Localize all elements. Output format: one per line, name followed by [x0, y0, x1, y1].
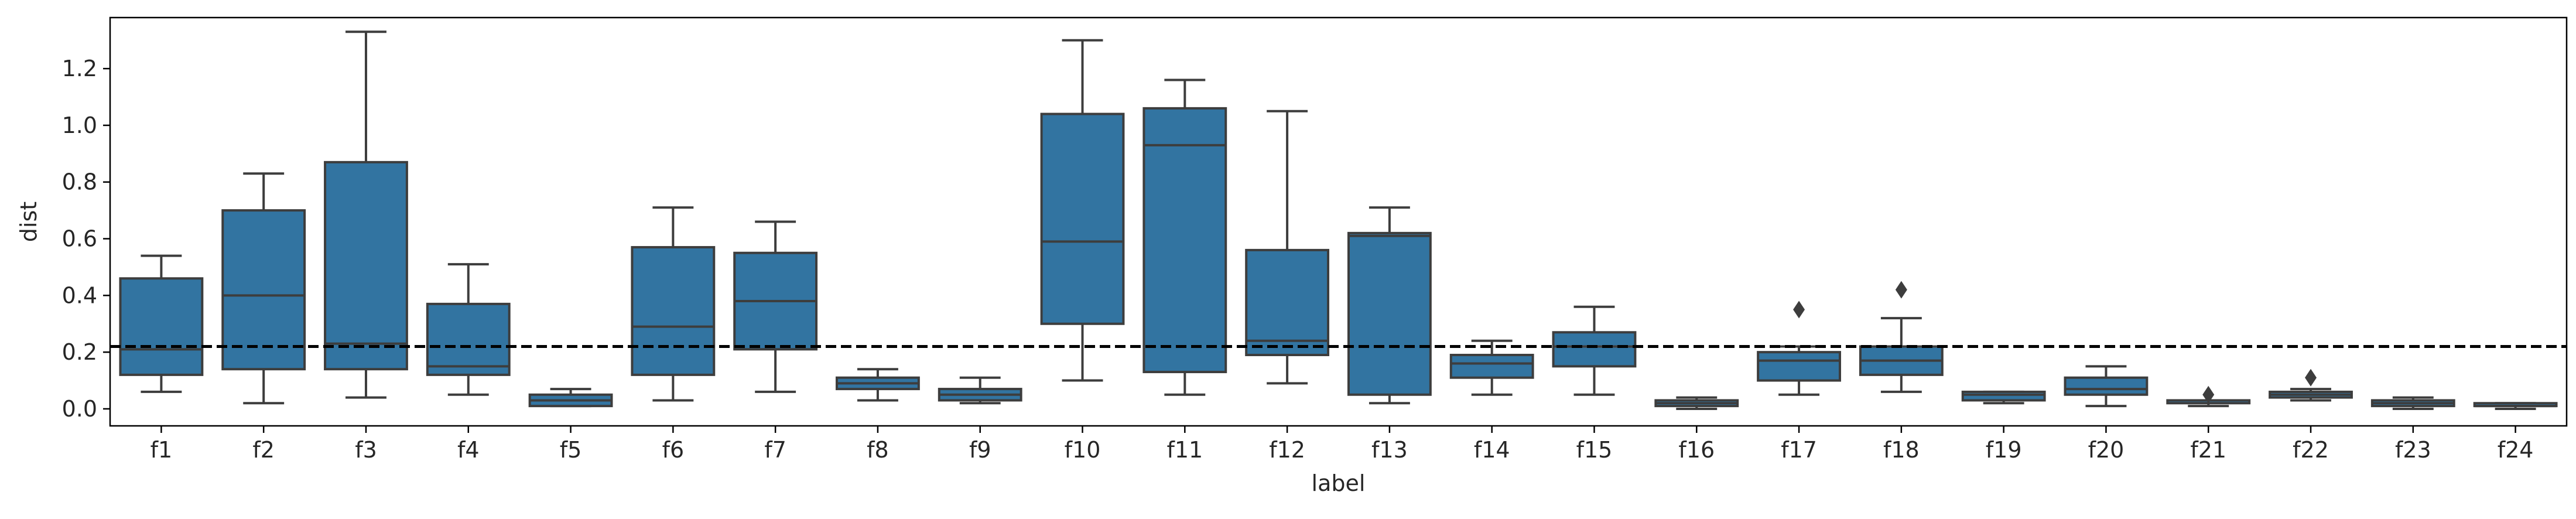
box-f8 — [836, 368, 920, 402]
x-tick-label: f23 — [2395, 437, 2431, 463]
y-tick-label: 0.6 — [62, 226, 97, 252]
y-tick-label: 1.2 — [62, 56, 97, 81]
box-f14 — [1449, 339, 1534, 396]
box-f11 — [1142, 78, 1227, 396]
box-body — [1040, 112, 1125, 325]
box-body — [631, 246, 716, 376]
box-body — [1347, 231, 1432, 396]
box-f21 — [2166, 385, 2251, 408]
x-tick-label: f21 — [2190, 437, 2226, 463]
x-tick-label: f10 — [1065, 437, 1101, 463]
box-f13 — [1347, 206, 1432, 405]
box-f6 — [631, 206, 716, 402]
x-tick-label: f5 — [560, 437, 582, 463]
x-tick-label: f9 — [969, 437, 991, 463]
y-tick-label: 0.2 — [62, 339, 97, 365]
outlier-marker — [1793, 301, 1805, 319]
x-tick-label: f1 — [150, 437, 173, 463]
x-axis-label: label — [1312, 470, 1366, 496]
box-f22 — [2269, 368, 2353, 402]
box-body — [221, 209, 306, 371]
x-tick-label: f22 — [2293, 437, 2329, 463]
y-tick-label: 0.4 — [62, 282, 97, 308]
x-tick-label: f11 — [1166, 437, 1203, 463]
x-tick-label: f2 — [252, 437, 275, 463]
box-body — [2064, 376, 2149, 396]
x-tick-label: f7 — [764, 437, 786, 463]
box-f24 — [2473, 402, 2558, 410]
x-tick-label: f24 — [2498, 437, 2534, 463]
y-tick-label: 0.8 — [62, 169, 97, 195]
box-f4 — [426, 263, 511, 396]
box-body — [1245, 248, 1330, 356]
axis-layer: 0.0 0.2 0.4 0.6 0.8 1.0 1.2 f1 f2 f3 f4 f5 f6 f7 f8 f9 f… — [62, 56, 2534, 463]
box-body — [324, 161, 408, 371]
outlier-marker — [2305, 368, 2317, 387]
outlier-marker — [1895, 281, 1907, 299]
box-f7 — [733, 220, 818, 393]
box-f9 — [938, 376, 1022, 405]
x-tick-label: f16 — [1678, 437, 1715, 463]
box-body — [426, 302, 511, 376]
x-tick-label: f18 — [1883, 437, 1920, 463]
box-f2 — [221, 172, 306, 405]
box-f18 — [1859, 281, 1944, 393]
x-tick-label: f14 — [1474, 437, 1510, 463]
x-tick-label: f19 — [1986, 437, 2022, 463]
box-f10 — [1040, 39, 1125, 382]
box-body — [1449, 353, 1534, 379]
box-body — [1552, 331, 1637, 368]
box-f19 — [1961, 390, 2046, 405]
plot-layer — [110, 30, 2567, 410]
y-tick-label: 1.0 — [62, 112, 97, 138]
box-f17 — [1757, 301, 1841, 396]
x-tick-label: f17 — [1781, 437, 1817, 463]
box-body — [1961, 390, 2046, 402]
x-tick-label: f20 — [2088, 437, 2125, 463]
box-body — [1757, 351, 1841, 382]
x-tick-label: f6 — [662, 437, 685, 463]
plot-frame — [109, 16, 2568, 427]
y-tick-label: 0.0 — [62, 396, 97, 422]
x-tick-label: f15 — [1576, 437, 1613, 463]
y-axis-label: dist — [16, 202, 42, 242]
box-body — [1142, 107, 1227, 374]
box-f23 — [2370, 396, 2455, 410]
x-tick-label: f3 — [355, 437, 377, 463]
box-body — [119, 277, 204, 376]
box-f1 — [119, 254, 204, 393]
box-f12 — [1245, 110, 1330, 385]
box-f16 — [1654, 396, 1739, 410]
x-tick-label: f4 — [457, 437, 480, 463]
x-tick-label: f12 — [1269, 437, 1305, 463]
x-tick-label: f8 — [867, 437, 889, 463]
box-f20 — [2064, 365, 2149, 408]
outlier-marker — [2202, 385, 2215, 404]
box-f3 — [324, 30, 408, 399]
box-f5 — [528, 388, 613, 408]
x-tick-label: f13 — [1371, 437, 1408, 463]
